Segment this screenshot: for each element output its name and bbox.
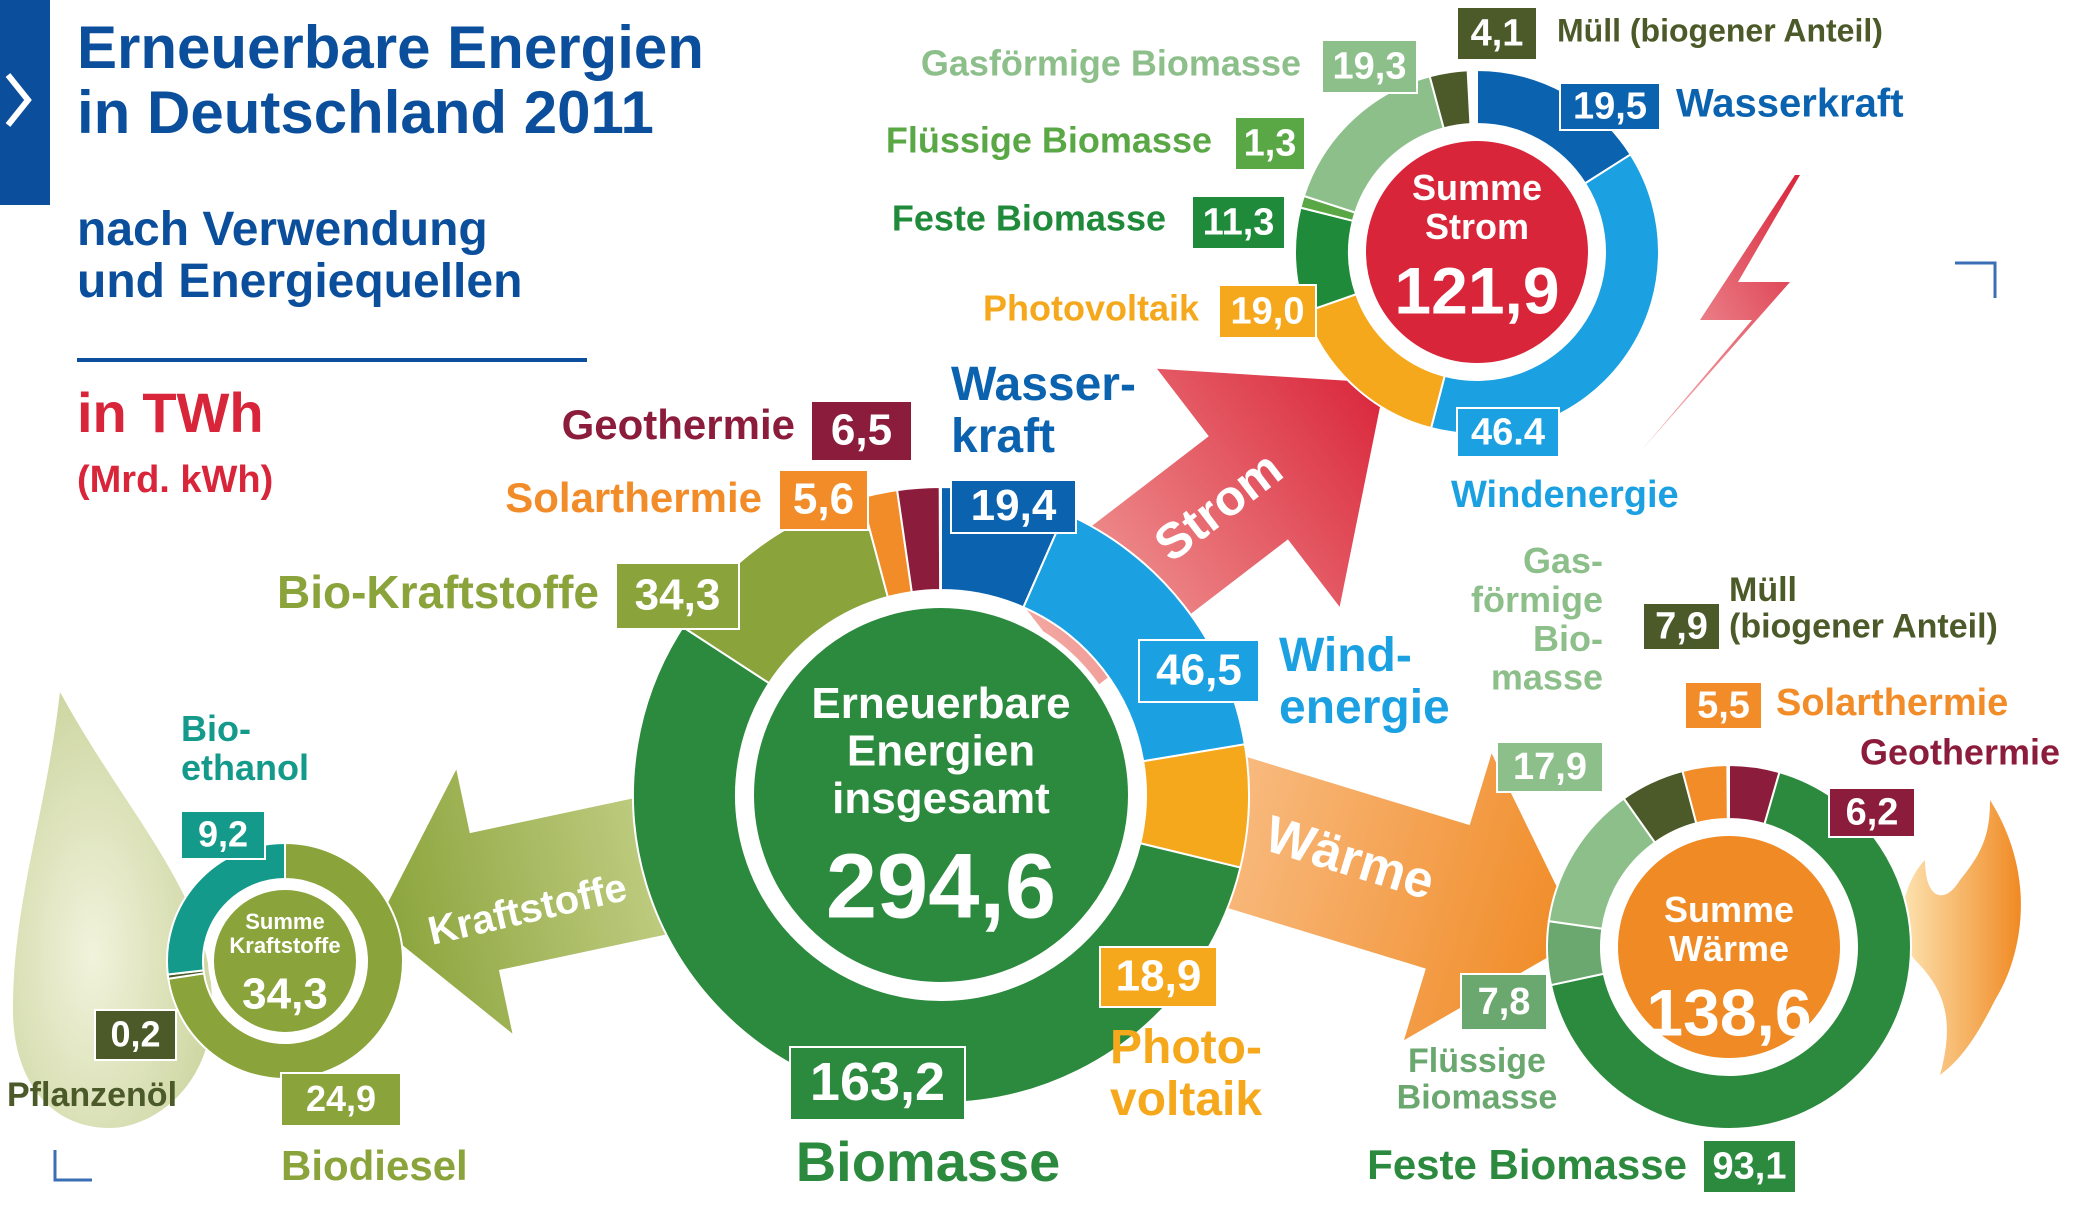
segment-label: Wasserkraft bbox=[1676, 82, 1904, 126]
value-label: 24,9 bbox=[306, 1078, 376, 1119]
infographic: Erneuerbare Energienin Deutschland 2011 … bbox=[0, 0, 2078, 1208]
value-label: 46,5 bbox=[1156, 646, 1242, 695]
value-label: 19,5 bbox=[1573, 86, 1647, 128]
segment-label: Müll (biogener Anteil) bbox=[1557, 12, 1883, 48]
segment-label: Flüssige Biomasse bbox=[886, 120, 1212, 161]
segment-label: Wasser-kraft bbox=[951, 358, 1136, 463]
text-line: in Deutschland 2011 bbox=[77, 79, 654, 146]
segment-label: Wind-energie bbox=[1279, 629, 1450, 734]
value-label: 7,8 bbox=[1478, 981, 1531, 1023]
text-line: Biomasse bbox=[1397, 1079, 1558, 1117]
value-label: 5,6 bbox=[793, 475, 854, 524]
corner-mark bbox=[1955, 263, 1995, 298]
page: Erneuerbare Energienin Deutschland 2011 … bbox=[0, 0, 2078, 1208]
text-line: voltaik bbox=[1110, 1073, 1262, 1126]
text-line: förmige bbox=[1471, 578, 1603, 619]
value-label: 18,9 bbox=[1116, 952, 1202, 1001]
text-line: Erneuerbare Energien bbox=[77, 14, 704, 81]
unit: in TWh bbox=[77, 381, 264, 444]
center-total: 138,6 bbox=[1646, 975, 1811, 1049]
value-label: 93,1 bbox=[1713, 1146, 1787, 1188]
text-line: Flüssige bbox=[1408, 1042, 1546, 1080]
donut-segment bbox=[1547, 921, 1604, 985]
segment-label: Photovoltaik bbox=[983, 288, 1200, 329]
value-label: 7,9 bbox=[1655, 606, 1708, 648]
segment-label: Bio-ethanol bbox=[181, 708, 309, 788]
value-label: 163,2 bbox=[810, 1052, 945, 1112]
center-total: 34,3 bbox=[242, 970, 328, 1019]
segment-label: Windenergie bbox=[1451, 474, 1679, 516]
segment-label: Photo-voltaik bbox=[1110, 1021, 1262, 1126]
text-line: und Energiequellen bbox=[77, 255, 522, 308]
text-line: Kraftstoffe bbox=[229, 933, 340, 958]
text-line: (biogener Anteil) bbox=[1729, 608, 1998, 646]
value-label: 17,9 bbox=[1513, 746, 1587, 788]
text-line: Müll bbox=[1729, 571, 1797, 609]
unit-note: (Mrd. kWh) bbox=[77, 459, 273, 501]
text-line: Summe bbox=[245, 909, 324, 934]
segment-label: Geothermie bbox=[1860, 732, 2060, 773]
value-label: 5,5 bbox=[1697, 685, 1750, 727]
text-line: masse bbox=[1491, 656, 1603, 697]
text-line: Wasser- bbox=[951, 358, 1136, 411]
text-line: Gas- bbox=[1523, 540, 1603, 581]
segment-label: Feste Biomasse bbox=[892, 198, 1166, 239]
segment-label: Geothermie bbox=[562, 401, 795, 448]
text-line: Summe bbox=[1412, 167, 1542, 208]
segment-label: Müll(biogener Anteil) bbox=[1729, 571, 1998, 646]
text-line: Strom bbox=[1425, 205, 1529, 246]
value-label: 6,5 bbox=[831, 406, 892, 455]
flame-icon bbox=[1902, 800, 2021, 1075]
text-line: Summe bbox=[1664, 889, 1794, 930]
segment-label: Bio-Kraftstoffe bbox=[277, 566, 599, 618]
segment-label: Solarthermie bbox=[505, 474, 762, 521]
text-line: Bio- bbox=[181, 708, 251, 749]
segment-label: Pflanzenöl bbox=[7, 1076, 177, 1114]
segment-label: Biomasse bbox=[796, 1130, 1061, 1193]
text-line: energie bbox=[1279, 681, 1450, 734]
segment-label: Gasförmige Biomasse bbox=[921, 43, 1301, 84]
value-label: 9,2 bbox=[198, 814, 248, 855]
corner-mark bbox=[55, 1150, 92, 1180]
center-total: 294,6 bbox=[826, 835, 1056, 937]
text-line: Wind- bbox=[1279, 629, 1412, 682]
text-line: Energien bbox=[847, 726, 1035, 775]
segment-label: Biodiesel bbox=[281, 1142, 468, 1189]
value-label: 34,3 bbox=[635, 571, 721, 620]
text-line: Photo- bbox=[1110, 1021, 1262, 1074]
value-label: 6,2 bbox=[1846, 792, 1899, 834]
lightning-icon bbox=[1640, 175, 1800, 452]
segment-label: Feste Biomasse bbox=[1367, 1141, 1687, 1188]
text-line: insgesamt bbox=[832, 774, 1050, 823]
center-label: SummeKraftstoffe bbox=[229, 909, 340, 958]
value-label: 19,4 bbox=[971, 481, 1057, 530]
value-label: 46.4 bbox=[1471, 412, 1545, 454]
text-line: kraft bbox=[951, 410, 1055, 463]
value-label: 19,3 bbox=[1333, 46, 1407, 88]
segment-label: Solarthermie bbox=[1776, 682, 2008, 724]
value-label: 1,3 bbox=[1244, 123, 1297, 165]
value-label: 4,1 bbox=[1471, 13, 1524, 55]
text-line: ethanol bbox=[181, 746, 309, 787]
value-label: 19,0 bbox=[1231, 291, 1305, 333]
value-label: 0,2 bbox=[110, 1014, 160, 1055]
text-line: Bio- bbox=[1533, 617, 1603, 658]
text-line: Erneuerbare bbox=[811, 679, 1070, 728]
center-total: 121,9 bbox=[1394, 253, 1559, 327]
text-line: Wärme bbox=[1669, 927, 1789, 968]
text-line: nach Verwendung bbox=[77, 203, 488, 256]
value-label: 11,3 bbox=[1203, 202, 1275, 244]
